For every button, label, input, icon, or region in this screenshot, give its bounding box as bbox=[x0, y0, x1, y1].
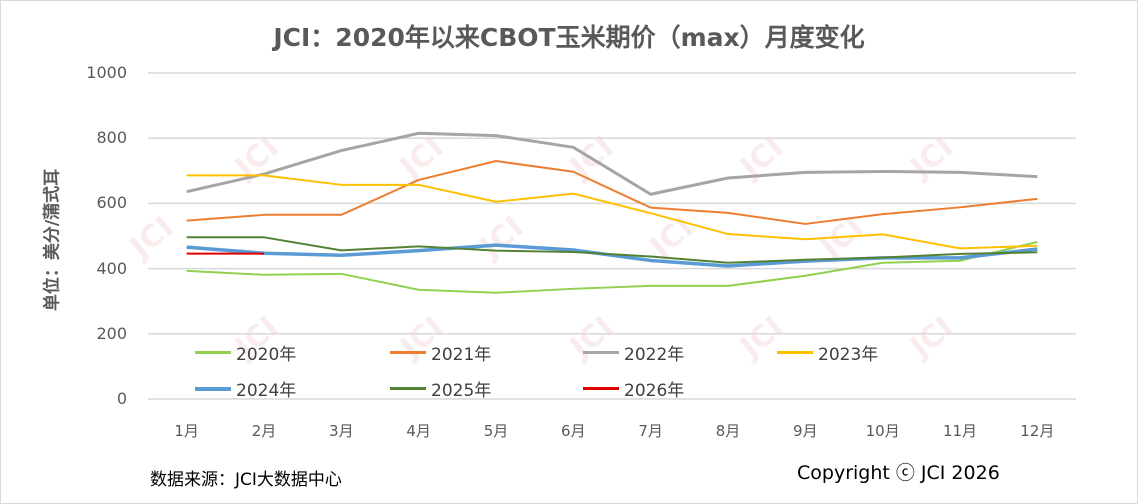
y-tick-label: 0 bbox=[116, 389, 127, 408]
legend-item: 2025年 bbox=[390, 376, 491, 401]
x-tick-label: 11月 bbox=[942, 422, 978, 440]
x-tick-label: 12月 bbox=[1020, 422, 1055, 440]
series-line-2020 bbox=[186, 240, 1038, 294]
legend-item: 2020年 bbox=[195, 340, 296, 365]
legend-swatch bbox=[390, 387, 426, 390]
series-line-2021 bbox=[186, 160, 1038, 225]
legend-swatch bbox=[583, 351, 619, 354]
x-tick-label: 6月 bbox=[561, 422, 586, 440]
legend-swatch bbox=[390, 351, 426, 354]
data-source-note: 数据来源：JCI大数据中心 bbox=[150, 470, 342, 490]
legend-swatch bbox=[195, 386, 231, 391]
x-tick-label: 3月 bbox=[329, 422, 354, 440]
legend-item: 2023年 bbox=[777, 340, 878, 365]
x-tick-label: 1月 bbox=[174, 422, 199, 440]
legend-swatch bbox=[777, 351, 813, 354]
legend-label: 2022年 bbox=[624, 345, 685, 365]
x-tick-label: 2月 bbox=[251, 422, 277, 440]
legend-item: 2022年 bbox=[583, 340, 684, 365]
legend-item: 2021年 bbox=[390, 340, 491, 365]
legend-label: 2025年 bbox=[431, 381, 492, 401]
legend-swatch bbox=[195, 351, 231, 354]
legend-item: 2024年 bbox=[195, 376, 296, 401]
x-tick-label: 10月 bbox=[865, 422, 900, 440]
legend-swatch bbox=[583, 387, 619, 390]
y-tick-label: 600 bbox=[96, 193, 127, 213]
series-line-2022 bbox=[186, 131, 1038, 196]
x-tick-label: 5月 bbox=[483, 422, 509, 440]
chart-title: JCI：2020年以来CBOT玉米期价（max）月度变化 bbox=[273, 23, 865, 52]
legend-item: 2026年 bbox=[583, 376, 684, 401]
legend-label: 2021年 bbox=[431, 345, 492, 365]
legend-label: 2024年 bbox=[236, 381, 297, 401]
legend-label: 2023年 bbox=[818, 345, 879, 365]
legend-label: 2026年 bbox=[624, 381, 685, 401]
y-tick-label: 200 bbox=[96, 323, 127, 343]
x-tick-label: 4月 bbox=[406, 422, 431, 440]
series-line-2025 bbox=[186, 236, 1038, 264]
series-line-2023 bbox=[186, 174, 1038, 250]
copyright-note: Copyright ⓒ JCI 2026 bbox=[797, 462, 1000, 484]
legend-label: 2020年 bbox=[236, 345, 297, 365]
x-tick-label: 9月 bbox=[793, 422, 818, 440]
x-tick-label: 7月 bbox=[638, 422, 663, 440]
y-tick-label: 1000 bbox=[86, 63, 127, 82]
y-tick-label: 400 bbox=[96, 258, 127, 278]
y-tick-label: 800 bbox=[96, 128, 127, 148]
x-tick-label: 8月 bbox=[715, 422, 741, 440]
